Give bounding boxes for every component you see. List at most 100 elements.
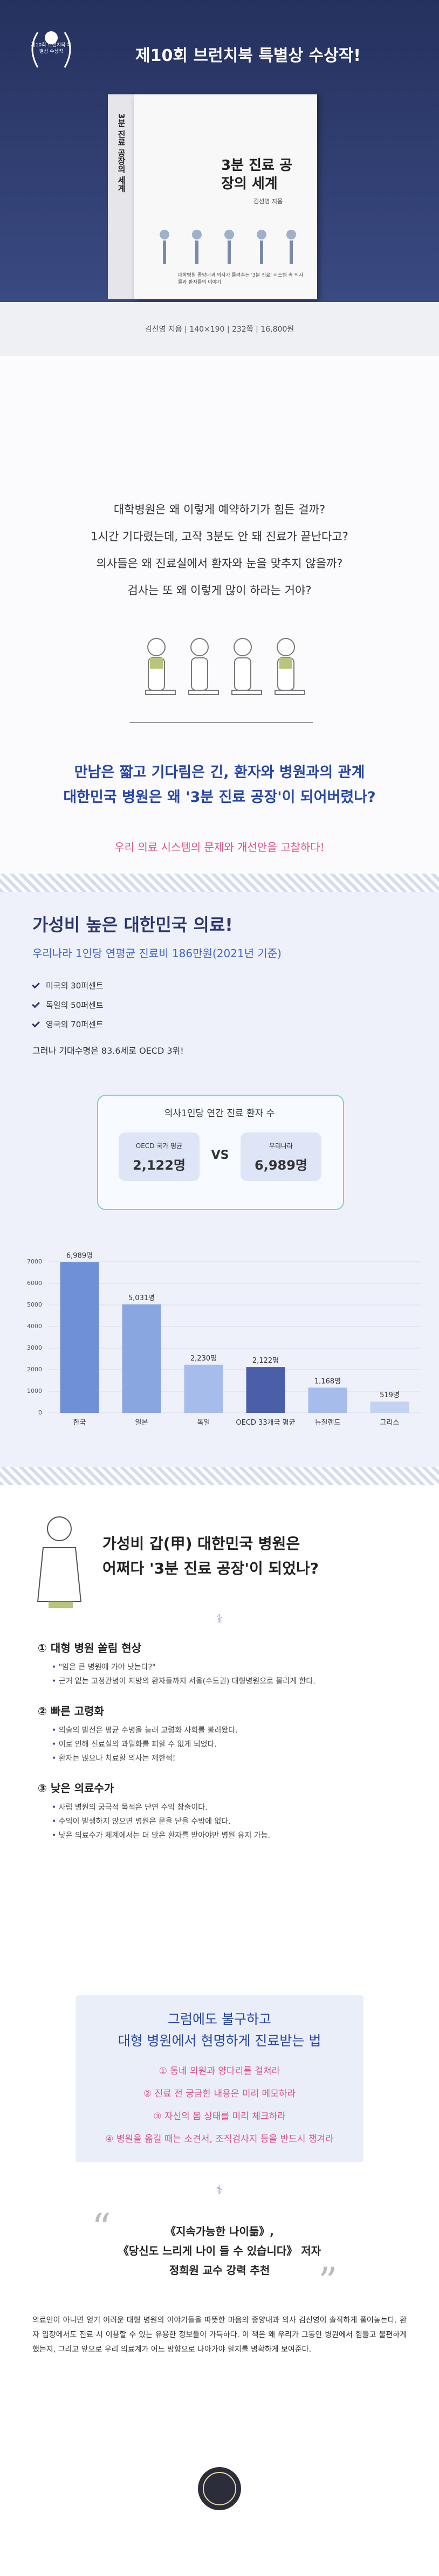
tips-title: 그럼에도 불구하고 대형 병원에서 현명하게 진료받는 법 bbox=[0, 2009, 439, 2052]
caption-band bbox=[0, 302, 439, 356]
question: 검사는 또 왜 이렇게 많이 하라는 거야? bbox=[127, 584, 312, 597]
y-tick-label: 4000 bbox=[27, 1323, 42, 1330]
spine-title: 3분 진료 공장의 세계 bbox=[116, 113, 126, 193]
value-subtitle: 우리나라 1인당 연평균 진료비 186만원(2021년 기준) bbox=[32, 947, 282, 960]
book-illustration bbox=[160, 230, 296, 264]
tips-box bbox=[76, 1995, 363, 2162]
y-tick-label: 6000 bbox=[27, 1280, 42, 1287]
stripe-divider bbox=[0, 1467, 439, 1485]
tips-title-line: 대형 병원에서 현명하게 진료받는 법 bbox=[118, 2033, 321, 2049]
value-label: 1,168명 bbox=[314, 1377, 341, 1385]
bar bbox=[122, 1304, 161, 1413]
value-item-text: 독일의 50퍼센트 bbox=[46, 1000, 104, 1010]
bar bbox=[184, 1364, 223, 1413]
recommend-block: 《지속가능한 나이듦》, 《당신도 느리게 나이 들 수 있습니다》 저자 정희… bbox=[0, 2222, 439, 2280]
tip-item: ④ 병원을 옮길 때는 소견서, 조직검사지 등을 반드시 챙겨라 bbox=[105, 2134, 334, 2145]
bar bbox=[246, 1367, 285, 1413]
x-tick-label: 독일 bbox=[197, 1419, 210, 1427]
bar bbox=[308, 1387, 347, 1413]
bar bbox=[60, 1262, 99, 1413]
reasons-title: 가성비 갑(甲) 대한민국 병원은 어쩌다 '3분 진료 공장'이 되었나? bbox=[102, 1531, 319, 1581]
reason-bullet: • 환자는 많으나 치료할 의사는 제한적! bbox=[52, 1754, 176, 1763]
compare-left-value: 2,122명 bbox=[133, 1158, 186, 1173]
value-label: 2,230명 bbox=[190, 1355, 217, 1363]
bar bbox=[370, 1402, 409, 1413]
recommend-body: 의료인이 아니면 얻기 어려운 대형 병원의 이야기들을 따뜻한 마음의 종양내… bbox=[32, 2316, 407, 2354]
value-label: 519명 bbox=[380, 1391, 400, 1399]
quote-open: “ bbox=[92, 2206, 111, 2250]
tips-list: ① 동네 의원과 양다리를 걸쳐라 ② 진료 전 궁금한 내용은 미리 메모하라 ③… bbox=[0, 2060, 439, 2151]
intro-bg bbox=[0, 356, 439, 874]
bullet-dot: • bbox=[52, 1831, 59, 1840]
quote-close: ” bbox=[318, 2259, 338, 2304]
headline-line: 만남은 짧고 기다림은 긴, 환자와 병원과의 관계 bbox=[74, 764, 365, 781]
value-label: 6,989명 bbox=[66, 1252, 93, 1260]
check-icon bbox=[32, 980, 40, 989]
stethoscope-icon: ⚕ bbox=[216, 2184, 223, 2197]
reason-bullet: • "암은 큰 병원에 가야 낫는다?" bbox=[52, 1663, 156, 1672]
y-tick-label: 7000 bbox=[27, 1258, 42, 1265]
reason-bullet: • 수익이 발생하지 않으면 병원은 문을 닫을 수밖에 없다. bbox=[52, 1817, 231, 1826]
reason-heading: ① 대형 병원 쏠림 현상 bbox=[38, 1641, 141, 1654]
bullet-dot: • bbox=[52, 1817, 59, 1826]
book-spine bbox=[108, 94, 134, 299]
y-tick-label: 5000 bbox=[27, 1301, 42, 1308]
value-label: 2,122명 bbox=[252, 1357, 279, 1365]
compare-right-label: 우리나라 bbox=[269, 1142, 293, 1150]
y-tick-label: 1000 bbox=[27, 1387, 42, 1395]
compare-left-label: OECD 국가 평균 bbox=[135, 1142, 183, 1150]
reason-heading: ③ 낮은 의료수가 bbox=[38, 1782, 114, 1795]
tip-item: ① 동네 의원과 양다리를 걸쳐라 bbox=[159, 2066, 280, 2077]
stethoscope-icon: ⚕ bbox=[216, 1612, 223, 1626]
compare-vs: VS bbox=[211, 1149, 229, 1162]
value-title: 가성비 높은 대한민국 의료! bbox=[32, 915, 233, 935]
stripe-divider bbox=[0, 874, 439, 892]
value-item-text: 미국의 30퍼센트 bbox=[46, 981, 104, 991]
book-title: 3분 진료 공장의 세계 bbox=[221, 157, 292, 192]
intro-subline: 우리 의료 시스템의 문제와 개선안을 고찰하다! bbox=[114, 841, 325, 854]
badge-text: 제10회 브런치북 특별상 수상작 bbox=[31, 43, 72, 54]
recommend-author: 《당신도 느리게 나이 들 수 있습니다》 저자 bbox=[118, 2244, 321, 2257]
compare-right-value: 6,989명 bbox=[255, 1158, 307, 1173]
tip-item: ③ 자신의 몸 상태를 미리 체크하라 bbox=[153, 2111, 286, 2122]
check-icon bbox=[32, 1019, 40, 1028]
bullet-dot: • bbox=[52, 1677, 59, 1686]
check-icon bbox=[32, 1000, 40, 1008]
value-item: 미국의 30퍼센트 bbox=[32, 976, 104, 995]
value-note: 그러나 기대수명은 83.6세로 OECD 3위! bbox=[32, 1046, 184, 1056]
reason-heading: ② 빠른 고령화 bbox=[38, 1705, 104, 1718]
reason-bullet: • 이로 인해 진료실의 과밀화를 피할 수 없게 되었다. bbox=[52, 1740, 217, 1749]
value-item: 영국의 70퍼센트 bbox=[32, 1015, 104, 1034]
compare-left: OECD 국가 평균 2,122명 bbox=[119, 1132, 200, 1181]
question: 의사들은 왜 진료실에서 환자와 눈을 맞추지 않을까? bbox=[96, 557, 343, 570]
bullet-dot: • bbox=[52, 1803, 59, 1812]
tips-title-line: 그럼에도 불구하고 bbox=[168, 2011, 271, 2027]
value-item: 독일의 50퍼센트 bbox=[32, 995, 104, 1015]
x-tick-label: 그리스 bbox=[380, 1419, 400, 1427]
compare-right: 우리나라 6,989명 bbox=[241, 1132, 321, 1181]
reasons-list: ① 대형 병원 쏠림 현상 • "암은 큰 병원에 가야 낫는다?" • 근거 없는… bbox=[38, 1639, 404, 1843]
bullet-dot: • bbox=[52, 1754, 59, 1763]
x-tick-label: 일본 bbox=[135, 1419, 148, 1427]
x-tick-label: 뉴질랜드 bbox=[315, 1419, 341, 1427]
book-author: 김선영 지음 bbox=[253, 198, 283, 205]
reason-bullet: • 근거 없는 고정관념이 지방의 환자들까지 서울(수도권) 대형병원으로 몰… bbox=[52, 1677, 315, 1686]
intro-headline: 만남은 짧고 기다림은 긴, 환자와 병원과의 관계 대한민국 병원은 왜 '3… bbox=[0, 760, 439, 810]
compare-title: 의사1인당 연간 진료 환자 수 bbox=[164, 1108, 275, 1119]
recommend-books: 《지속가능한 나이듦》, bbox=[165, 2225, 274, 2238]
x-tick-label: OECD 33개국 평균 bbox=[236, 1419, 295, 1427]
recommend-name: 정희원 교수 강력 추천 bbox=[169, 2264, 270, 2277]
value-label: 5,031명 bbox=[128, 1294, 155, 1302]
y-tick-label: 0 bbox=[38, 1409, 42, 1416]
bullet-dot: • bbox=[52, 1663, 59, 1672]
value-item-text: 영국의 70퍼센트 bbox=[46, 1020, 104, 1029]
x-tick-label: 한국 bbox=[73, 1419, 86, 1427]
headline-line: 대한민국 병원은 왜 '3분 진료 공장'이 되어버렸나? bbox=[63, 789, 376, 806]
y-tick-label: 3000 bbox=[27, 1344, 42, 1351]
y-tick-label: 2000 bbox=[27, 1366, 42, 1373]
badge-laurel bbox=[31, 31, 71, 68]
question: 1시간 기다렸는데, 고작 3분도 안 돼 진료가 끝난다고? bbox=[91, 530, 348, 543]
